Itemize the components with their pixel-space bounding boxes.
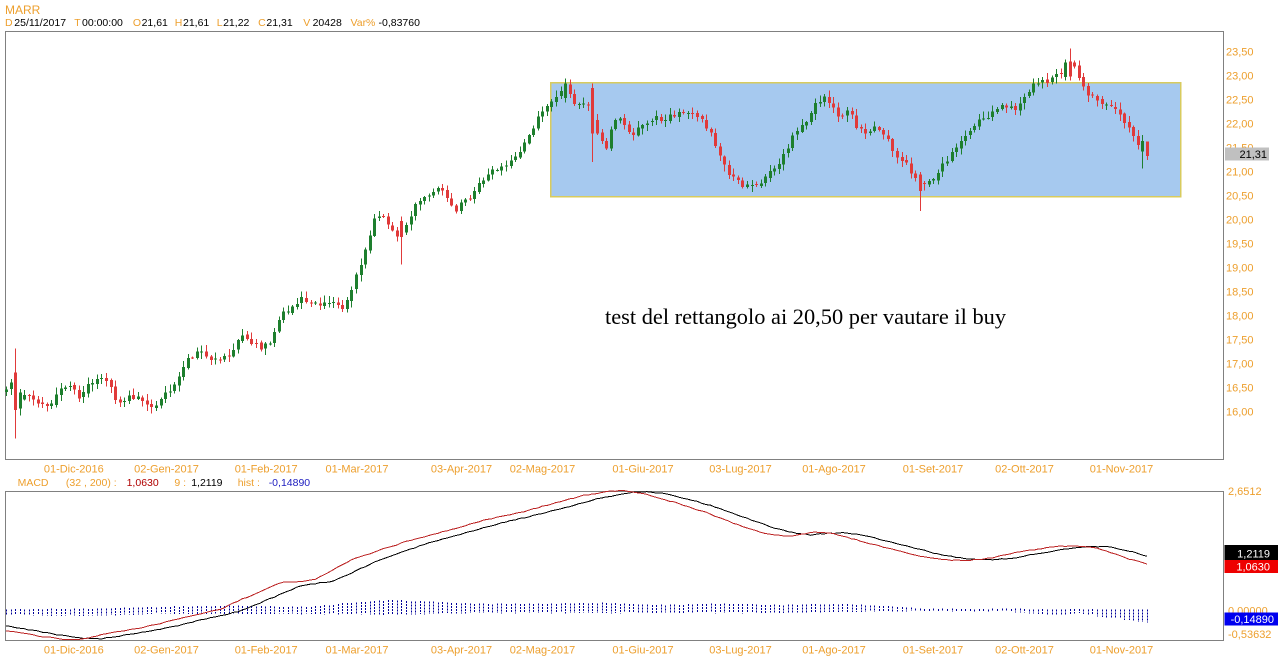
svg-text:03-Apr-2017: 03-Apr-2017 <box>431 464 492 476</box>
svg-text:01-Feb-2017: 01-Feb-2017 <box>235 464 298 476</box>
svg-text:01-Ago-2017: 01-Ago-2017 <box>802 464 866 476</box>
svg-text:2,6512: 2,6512 <box>1228 486 1262 498</box>
svg-text:01-Giu-2017: 01-Giu-2017 <box>612 464 673 476</box>
svg-text:22,00: 22,00 <box>1226 118 1254 130</box>
svg-text:03-Lug-2017: 03-Lug-2017 <box>709 464 771 476</box>
svg-text:MACD: MACD <box>18 477 49 489</box>
svg-text:23,00: 23,00 <box>1226 70 1254 82</box>
svg-text:20,50: 20,50 <box>1226 190 1254 202</box>
svg-text:01-Set-2017: 01-Set-2017 <box>903 645 964 657</box>
svg-text:21,31: 21,31 <box>266 17 292 29</box>
svg-text:02-Mag-2017: 02-Mag-2017 <box>510 645 575 657</box>
svg-text:D: D <box>5 17 13 29</box>
svg-text:01-Dic-2016: 01-Dic-2016 <box>44 464 104 476</box>
svg-text:21,61: 21,61 <box>183 17 209 29</box>
svg-text:00:00:00: 00:00:00 <box>82 17 123 29</box>
svg-text:02-Gen-2017: 02-Gen-2017 <box>134 645 199 657</box>
svg-text:17,50: 17,50 <box>1226 334 1254 346</box>
svg-text:02-Ott-2017: 02-Ott-2017 <box>995 464 1054 476</box>
svg-text:MARR: MARR <box>5 3 41 17</box>
svg-text:(32 , 200) :: (32 , 200) : <box>66 477 117 489</box>
svg-text:Var%: Var% <box>351 17 376 29</box>
svg-text:1,2119: 1,2119 <box>191 477 222 489</box>
svg-text:O: O <box>133 17 141 29</box>
svg-text:01-Ago-2017: 01-Ago-2017 <box>802 645 866 657</box>
svg-text:1,0630: 1,0630 <box>1236 562 1270 574</box>
svg-text:19,00: 19,00 <box>1226 262 1254 274</box>
svg-text:25/11/2017: 25/11/2017 <box>14 17 66 29</box>
svg-text:02-Mag-2017: 02-Mag-2017 <box>510 464 575 476</box>
svg-text:T: T <box>74 17 81 29</box>
svg-text:01-Set-2017: 01-Set-2017 <box>903 464 964 476</box>
svg-text:L: L <box>217 17 223 29</box>
svg-text:16,00: 16,00 <box>1226 406 1254 418</box>
svg-text:01-Dic-2016: 01-Dic-2016 <box>44 645 104 657</box>
svg-text:03-Apr-2017: 03-Apr-2017 <box>431 645 492 657</box>
svg-text:22,50: 22,50 <box>1226 94 1254 106</box>
svg-text:V: V <box>303 17 310 29</box>
svg-text:01-Giu-2017: 01-Giu-2017 <box>612 645 673 657</box>
svg-text:-0,53632: -0,53632 <box>1228 629 1271 641</box>
svg-text:20,00: 20,00 <box>1226 214 1254 226</box>
svg-text:01-Feb-2017: 01-Feb-2017 <box>235 645 298 657</box>
svg-text:1,0630: 1,0630 <box>127 477 159 489</box>
svg-text:01-Mar-2017: 01-Mar-2017 <box>326 464 389 476</box>
svg-text:03-Lug-2017: 03-Lug-2017 <box>709 645 771 657</box>
svg-text:-0,14890: -0,14890 <box>269 477 311 489</box>
svg-text:H: H <box>175 17 183 29</box>
svg-text:hist :: hist : <box>238 477 260 489</box>
svg-text:17,00: 17,00 <box>1226 358 1254 370</box>
svg-text:20428: 20428 <box>313 17 342 29</box>
svg-text:1,2119: 1,2119 <box>1237 549 1270 561</box>
svg-text:23,50: 23,50 <box>1226 46 1254 58</box>
svg-text:21,00: 21,00 <box>1226 166 1254 178</box>
svg-text:21,61: 21,61 <box>142 17 168 29</box>
svg-text:01-Nov-2017: 01-Nov-2017 <box>1090 464 1154 476</box>
svg-text:test del rettangolo ai 20,50 p: test del rettangolo ai 20,50 per vautare… <box>605 304 1007 329</box>
svg-text:-0,83760: -0,83760 <box>379 17 421 29</box>
svg-text:18,00: 18,00 <box>1226 310 1254 322</box>
svg-text:02-Ott-2017: 02-Ott-2017 <box>995 645 1054 657</box>
svg-text:9 :: 9 : <box>174 477 186 489</box>
svg-text:18,50: 18,50 <box>1226 286 1254 298</box>
svg-text:19,50: 19,50 <box>1226 238 1254 250</box>
svg-text:01-Mar-2017: 01-Mar-2017 <box>326 645 389 657</box>
svg-text:16,50: 16,50 <box>1226 382 1254 394</box>
svg-text:-0,14890: -0,14890 <box>1231 614 1274 626</box>
svg-text:01-Nov-2017: 01-Nov-2017 <box>1090 645 1154 657</box>
svg-text:21,22: 21,22 <box>223 17 249 29</box>
svg-text:21,31: 21,31 <box>1239 149 1267 161</box>
svg-text:C: C <box>258 17 266 29</box>
svg-text:02-Gen-2017: 02-Gen-2017 <box>134 464 199 476</box>
